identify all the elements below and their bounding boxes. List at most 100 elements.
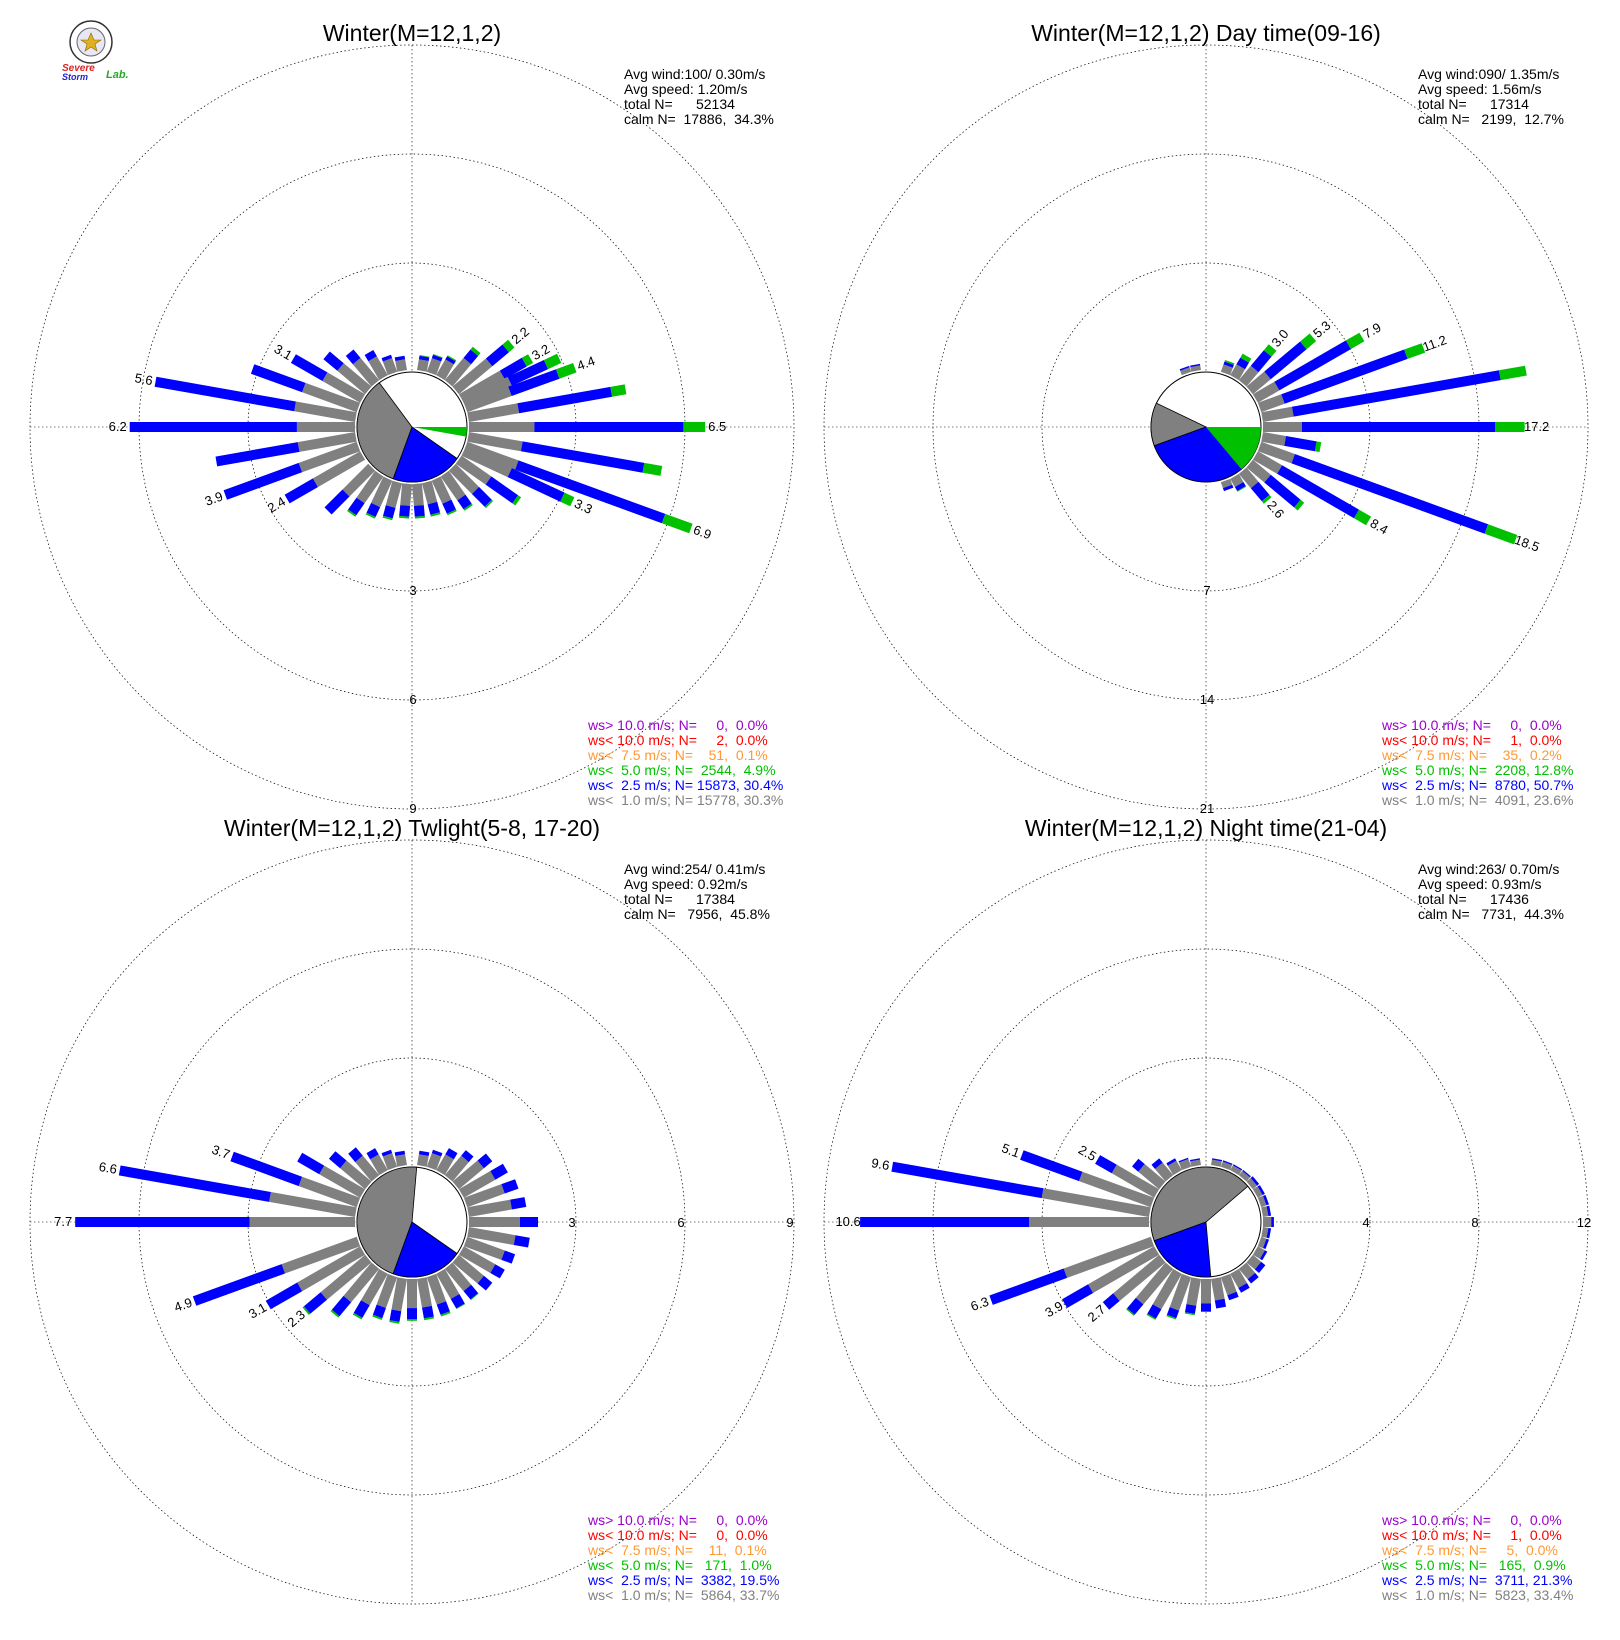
spoke-segment — [297, 432, 357, 452]
spoke-segment — [1190, 363, 1201, 368]
bar-label: 4.9 — [172, 1295, 194, 1315]
spoke-segment — [556, 363, 577, 379]
legend-entry: ws< 7.5 m/s; N= 11, 0.1% — [587, 1542, 767, 1558]
spoke-segment — [1277, 465, 1359, 519]
spoke-segment — [303, 1292, 327, 1314]
ring-label-1: 4 — [1362, 1215, 1369, 1230]
bar-label: 2.3 — [284, 1307, 307, 1330]
spoke-segment — [1236, 357, 1249, 370]
bar-label: 4.4 — [575, 353, 597, 373]
spoke-segment — [345, 349, 361, 365]
spoke-segment — [1263, 1238, 1269, 1249]
spoke-segment — [361, 1268, 388, 1306]
legend-entry: ws> 10.0 m/s; N= 0, 0.0% — [1381, 1512, 1562, 1528]
spoke-segment — [1404, 343, 1426, 359]
spoke-segment — [328, 1151, 347, 1169]
stat-line: Avg speed: 0.92m/s — [624, 876, 747, 892]
spoke-segment — [422, 1305, 434, 1319]
spoke-segment — [1186, 1277, 1201, 1306]
spoke-segment — [365, 512, 376, 519]
spoke-segment — [417, 1154, 429, 1167]
spoke-segment — [366, 1148, 379, 1160]
spoke-segment — [1230, 1165, 1242, 1176]
spoke-segment — [1179, 1159, 1192, 1171]
spoke-segment — [1261, 1206, 1269, 1217]
spoke-segment — [297, 1152, 325, 1175]
spoke-segment — [448, 463, 479, 494]
spoke-segment — [330, 1309, 340, 1318]
spoke-segment — [1146, 1313, 1156, 1320]
bar-label: 3.9 — [1042, 1298, 1065, 1320]
spoke-segment — [1220, 364, 1233, 376]
bar-label: 2.2 — [508, 324, 531, 347]
spoke-segment — [440, 1311, 451, 1317]
spoke-segment — [370, 1154, 388, 1176]
spoke-segment — [1223, 361, 1234, 368]
spoke-segment — [340, 1160, 372, 1190]
legend-entry: ws> 10.0 m/s; N= 0, 0.0% — [1381, 717, 1562, 733]
spoke-segment — [414, 515, 425, 519]
spoke-segment — [1237, 486, 1247, 492]
grid-ring — [29, 839, 795, 1605]
spoke-segment — [1261, 1227, 1269, 1238]
spoke-segment — [331, 1295, 352, 1317]
stat-line: Avg wind:254/ 0.41m/s — [624, 861, 765, 877]
spoke-segment — [319, 1165, 366, 1198]
spoke-segment — [1252, 1246, 1265, 1259]
spoke-segment — [1252, 451, 1283, 474]
spoke-segment — [343, 1262, 380, 1303]
spoke-segment — [989, 1268, 1068, 1305]
spoke-segment — [458, 1246, 496, 1273]
spoke-segment — [510, 1197, 527, 1210]
legend-entry: ws> 10.0 m/s; N= 0, 0.0% — [587, 717, 768, 733]
spoke-segment — [1271, 1217, 1274, 1227]
spoke-segment — [469, 1217, 520, 1227]
spoke-segment — [407, 1319, 417, 1321]
spoke-segment — [296, 422, 355, 432]
legend-entry: ws> 10.0 m/s; N= 0, 0.0% — [587, 1512, 768, 1528]
bar-label: 6.5 — [708, 419, 726, 434]
stat-line: calm N= 7956, 45.8% — [624, 906, 770, 922]
legend-entry: ws< 1.0 m/s; N= 5823, 33.4% — [1381, 1587, 1573, 1603]
spoke-segment — [642, 462, 663, 476]
stat-line: calm N= 2199, 12.7% — [1418, 111, 1564, 127]
spoke-segment — [1259, 1250, 1268, 1261]
spoke-segment — [1220, 478, 1233, 489]
spoke-segment — [1254, 1261, 1266, 1273]
spoke-segment — [381, 354, 393, 362]
spoke-segment — [372, 1304, 386, 1319]
spoke-segment — [1263, 1195, 1269, 1206]
bar-label: 11.2 — [1421, 332, 1449, 354]
spoke-segment — [1169, 1273, 1192, 1311]
bar-label: 2.7 — [1085, 1302, 1108, 1325]
chart-title: Winter(M=12,1,2) Day time(09-16) — [1031, 20, 1381, 46]
spoke-segment — [1274, 340, 1351, 391]
spoke-segment — [444, 1262, 472, 1292]
stat-line: Avg speed: 1.20m/s — [624, 81, 747, 97]
spoke-segment — [456, 1303, 466, 1310]
spoke-segment — [1230, 364, 1246, 381]
spoke-segment — [1190, 1159, 1201, 1167]
spoke-segment — [467, 1199, 512, 1217]
spoke-segment — [1257, 441, 1295, 464]
wind-rose-panel-2: 7 14 21 3.0 5.3 7.9 11.2 17.2 18.5 8.4 2.6 Winter(M… — [823, 20, 1589, 816]
spoke-segment — [1499, 365, 1527, 381]
spoke-segment — [1314, 441, 1322, 453]
spoke-segment — [477, 1275, 493, 1291]
spoke-segment — [1041, 1188, 1151, 1217]
spoke-segment — [342, 463, 376, 497]
spoke-segment — [461, 1150, 474, 1163]
spoke-segment — [470, 1293, 479, 1301]
spoke-segment — [418, 355, 430, 361]
spoke-segment — [1242, 1169, 1251, 1178]
spoke-segment — [352, 357, 380, 387]
legend-entry: ws< 2.5 m/s; N= 8780, 50.7% — [1381, 777, 1573, 793]
spoke-segment — [372, 1314, 383, 1320]
spoke-segment — [312, 451, 366, 488]
spoke-segment — [1263, 1217, 1272, 1227]
spoke-segment — [1088, 1246, 1160, 1293]
spoke-segment — [485, 476, 519, 504]
spoke-segment — [442, 499, 456, 514]
spoke-segment — [683, 422, 706, 432]
spoke-segment — [1214, 1298, 1226, 1309]
